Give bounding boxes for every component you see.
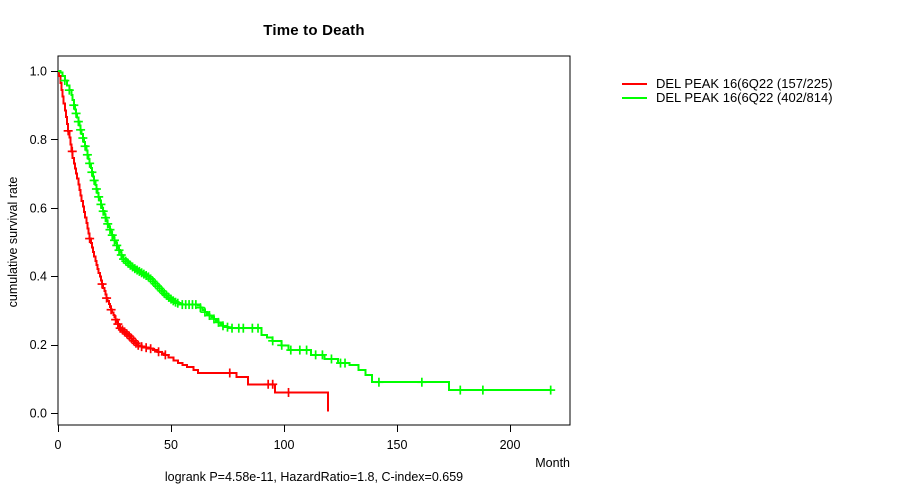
chart-title: Time to Death bbox=[263, 22, 365, 39]
x-tick-label: 0 bbox=[55, 438, 62, 452]
x-tick-label: 200 bbox=[500, 438, 521, 452]
y-tick-label: 0.6 bbox=[30, 201, 47, 215]
y-tick-label: 0.2 bbox=[30, 338, 47, 352]
legend-line-red bbox=[622, 83, 647, 85]
y-tick-label: 0.0 bbox=[30, 407, 47, 421]
legend-label-green: DEL PEAK 16(6Q22 (402/814) bbox=[656, 90, 833, 105]
x-tick-label: 50 bbox=[164, 438, 178, 452]
x-tick-label: 100 bbox=[274, 438, 295, 452]
stats-annotation: logrank P=4.58e-11, HazardRatio=1.8, C-i… bbox=[164, 470, 464, 484]
y-tick-label: 0.4 bbox=[30, 270, 47, 284]
legend-line-green bbox=[622, 97, 647, 99]
legend: DEL PEAK 16(6Q22 (157/225) DEL PEAK 16(6… bbox=[622, 77, 833, 105]
y-tick-label: 1.0 bbox=[30, 65, 47, 79]
legend-item-green: DEL PEAK 16(6Q22 (402/814) bbox=[622, 91, 833, 105]
legend-label-red: DEL PEAK 16(6Q22 (157/225) bbox=[656, 76, 833, 91]
legend-item-red: DEL PEAK 16(6Q22 (157/225) bbox=[622, 77, 833, 91]
x-axis-title: Month bbox=[535, 456, 570, 470]
x-tick-label: 150 bbox=[387, 438, 408, 452]
km-curve-0 bbox=[58, 70, 330, 412]
y-tick-label: 0.8 bbox=[30, 133, 47, 147]
plot-box bbox=[57, 55, 571, 426]
